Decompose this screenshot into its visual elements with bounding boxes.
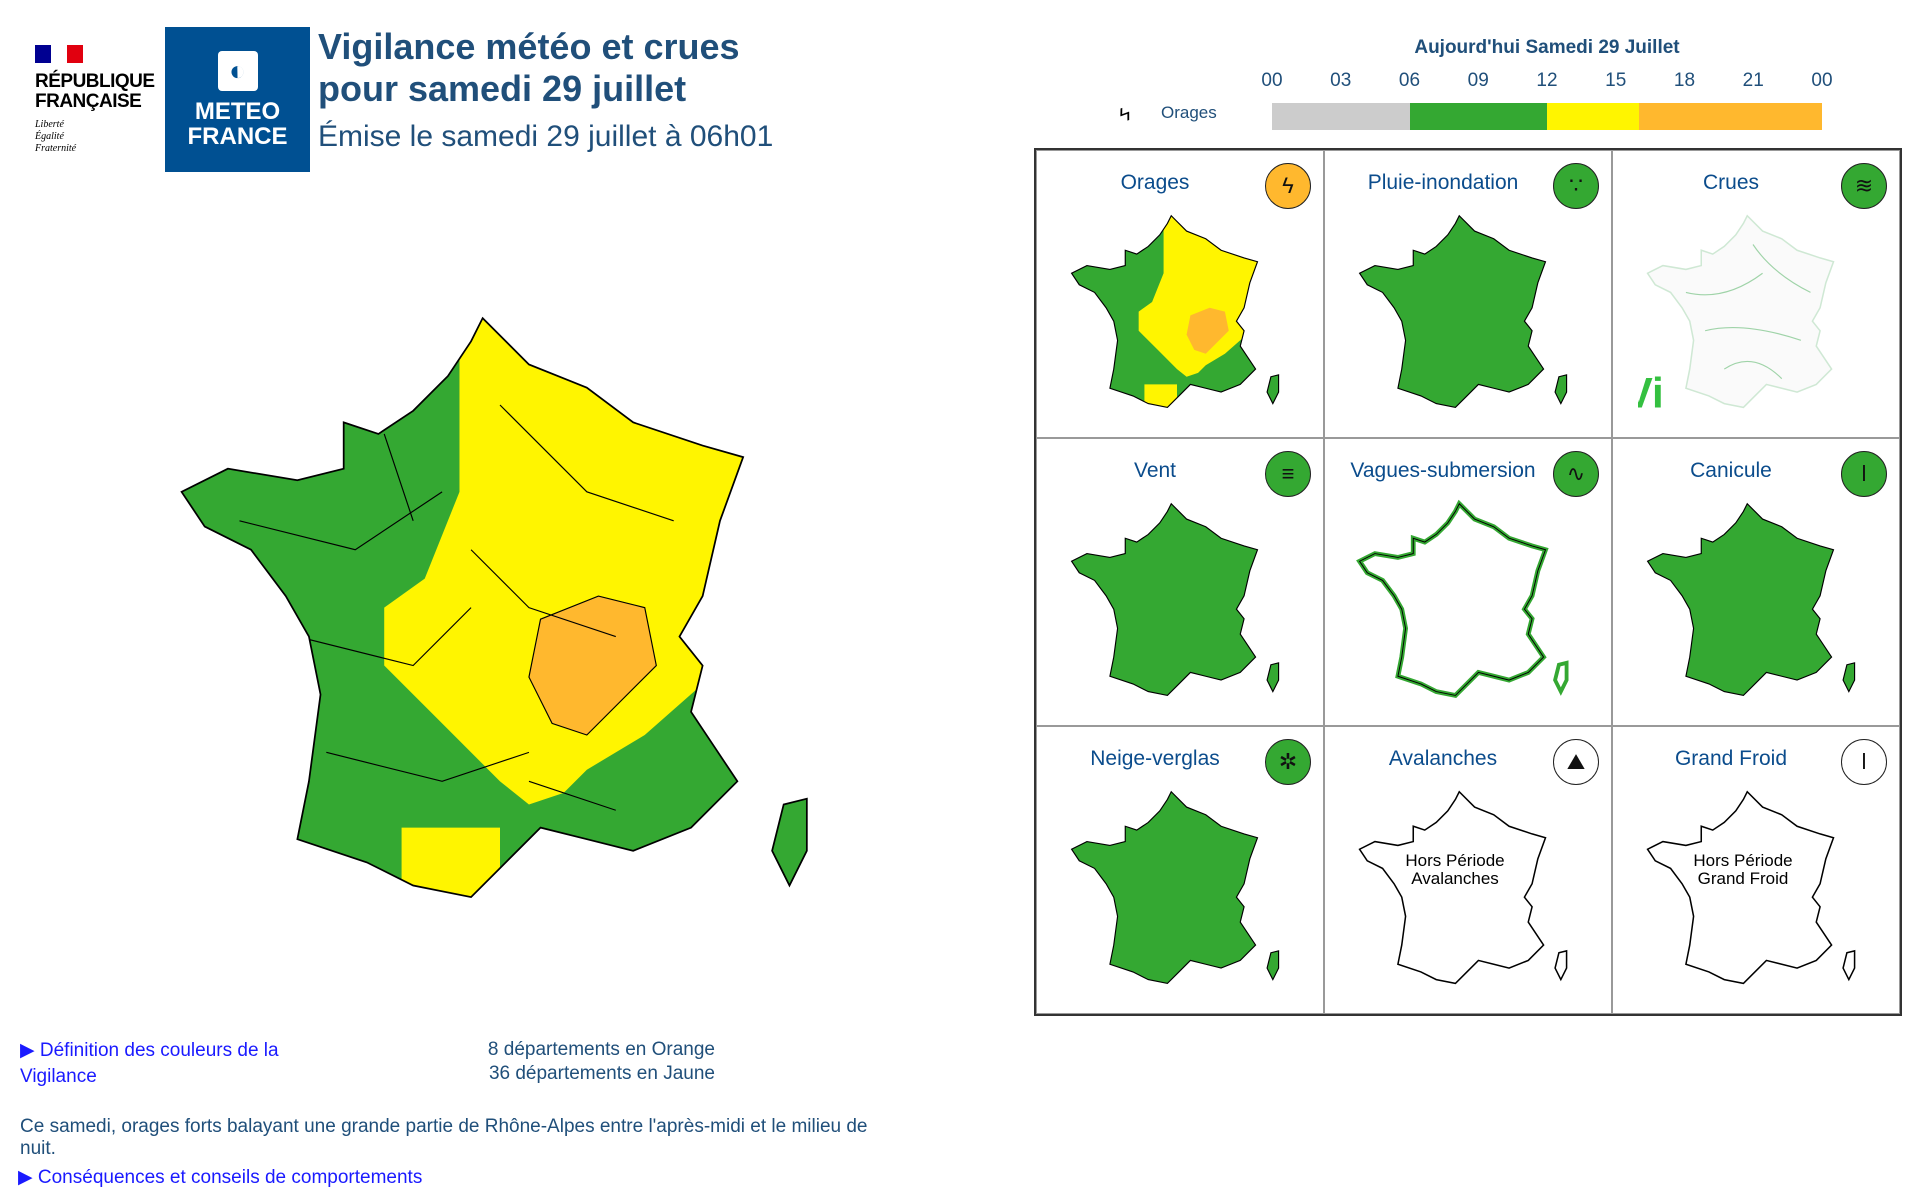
motto-egalite: Égalité [35,131,64,142]
count-orange: 8 départements en Orange [487,1039,715,1060]
consequences-link[interactable]: ▶ Conséquences et conseils de comporteme… [18,1167,423,1188]
panel-map[interactable] [1350,494,1580,709]
panel-map[interactable] [1350,206,1580,421]
panel-crues[interactable]: Crues ≋ Vi [1612,150,1900,438]
avalanche-icon: ⛰ [1553,739,1599,785]
off-season-line-2: Grand Froid [1697,869,1789,888]
timeline-segment [1409,103,1547,130]
map-orange-zone[interactable] [528,595,657,736]
panel-orages[interactable]: Orages ϟ [1036,150,1324,438]
timeline-segment [1272,103,1410,130]
snow-icon: ✲ [1265,739,1311,785]
french-flag-icon [35,45,83,63]
hour-label: 00 [1811,70,1833,91]
hour-label: 18 [1673,70,1696,91]
title-line-2: pour samedi 29 juillet [318,68,687,109]
hour-label: 15 [1605,70,1627,91]
hour-label: 09 [1467,70,1489,91]
panel-title: Avalanches [1388,747,1498,770]
thermometer-icon: ǀ [1841,451,1887,497]
department-counts: 8 départements en Orange 36 départements… [420,1038,715,1086]
map-yellow-zone-south[interactable] [401,827,500,926]
main-vigilance-map[interactable] [170,305,830,945]
svg-text:Vi: Vi [1638,369,1664,416]
issue-date: Émise le samedi 29 juillet à 06h01 [318,120,774,153]
rf-name: RÉPUBLIQUE FRANÇAISE [35,71,155,112]
definition-colors-link[interactable]: ▶ Définition des couleurs de la Vigilanc… [20,1040,279,1087]
panel-title: Grand Froid [1674,747,1788,770]
thermometer-icon: ǀ [1841,739,1887,785]
consequences-link-text[interactable]: Conséquences et conseils de comportement… [37,1167,423,1188]
lightning-icon: ϟ [1265,163,1311,209]
hour-label: 12 [1536,70,1558,91]
count-yellow: 36 départements en Jaune [488,1063,715,1084]
panel-vagues-submersion[interactable]: Vagues-submersion ∿ [1324,438,1612,726]
panel-title: Pluie-inondation [1367,171,1519,194]
page-title: Vigilance météo et crues pour samedi 29 … [318,26,740,110]
meteo-france-logo: ◐ METEO FRANCE [165,27,310,172]
panel-title: Crues [1702,171,1760,194]
hour-label: 03 [1330,70,1352,91]
panel-map[interactable]: Vi [1638,206,1868,421]
timeline-bar[interactable] [1272,103,1822,130]
wave-icon: ∿ [1553,451,1599,497]
lightning-icon: ϟ [1116,102,1134,128]
timeline-title: Aujourd'hui Samedi 29 Juillet [1414,37,1680,58]
title-line-1: Vigilance météo et crues [318,26,740,67]
panel-title: Canicule [1690,459,1772,482]
department-borders [239,404,674,811]
bulletin-text: Ce samedi, orages forts balayant une gra… [20,1116,868,1159]
panel-vent[interactable]: Vent ≡ [1036,438,1324,726]
rf-motto: Liberté Égalité Fraternité [35,119,155,155]
meteo-france-emblem-icon: ◐ [217,51,258,91]
waves-icon: ≋ [1841,163,1887,209]
panel-map[interactable] [1062,206,1292,421]
motto-fraternite: Fraternité [35,143,77,154]
panel-title: Neige-verglas [1090,747,1220,770]
timeline-hours: 00 03 06 09 12 15 18 21 00 [1261,0,1832,100]
corsica[interactable] [772,799,807,886]
rain-flood-icon: ∵ [1553,163,1599,209]
panel-neige-verglas[interactable]: Neige-verglas ✲ [1036,726,1324,1014]
off-season-text: Hors Période Avalanches [1385,852,1525,888]
panel-map[interactable] [1350,782,1580,997]
hour-label: 06 [1398,70,1421,91]
meteo-france-logo-text: METEO FRANCE [187,98,288,150]
panel-map[interactable] [1062,494,1292,709]
panel-title: Vagues-submersion [1350,459,1536,482]
phenomena-grid: Orages ϟ Pluie-inondation ∵ Crues ≋ Vi V… [1034,148,1902,1016]
off-season-line-1: Hors Période [1405,851,1505,870]
panel-map[interactable] [1638,494,1868,709]
panel-avalanches[interactable]: Avalanches ⛰ Hors Période Avalanches [1324,726,1612,1014]
republique-francaise-logo: RÉPUBLIQUE FRANÇAISE Liberté Égalité Fra… [35,45,155,160]
panel-title: Vent [1133,459,1177,482]
panel-map[interactable] [1062,782,1292,997]
panel-canicule[interactable]: Canicule ǀ [1612,438,1900,726]
off-season-line-1: Hors Période [1693,851,1793,870]
panel-grand-froid[interactable]: Grand Froid ǀ Hors Période Grand Froid [1612,726,1900,1014]
timeline-phenomenon-label: Orages [1161,103,1217,122]
panel-title: Orages [1120,171,1190,194]
off-season-text: Hors Période Grand Froid [1673,852,1813,888]
motto-liberte: Liberté [35,119,64,130]
timeline-segment [1547,103,1639,130]
panel-map[interactable] [1638,782,1868,997]
off-season-line-2: Avalanches [1411,869,1499,888]
timeline-segment [1638,103,1822,130]
wind-icon: ≡ [1265,451,1311,497]
panel-pluie-inondation[interactable]: Pluie-inondation ∵ [1324,150,1612,438]
hour-label: 00 [1261,70,1283,91]
definition-link-text[interactable]: Définition des couleurs de la Vigilance [20,1040,279,1087]
hour-label: 21 [1742,70,1764,91]
